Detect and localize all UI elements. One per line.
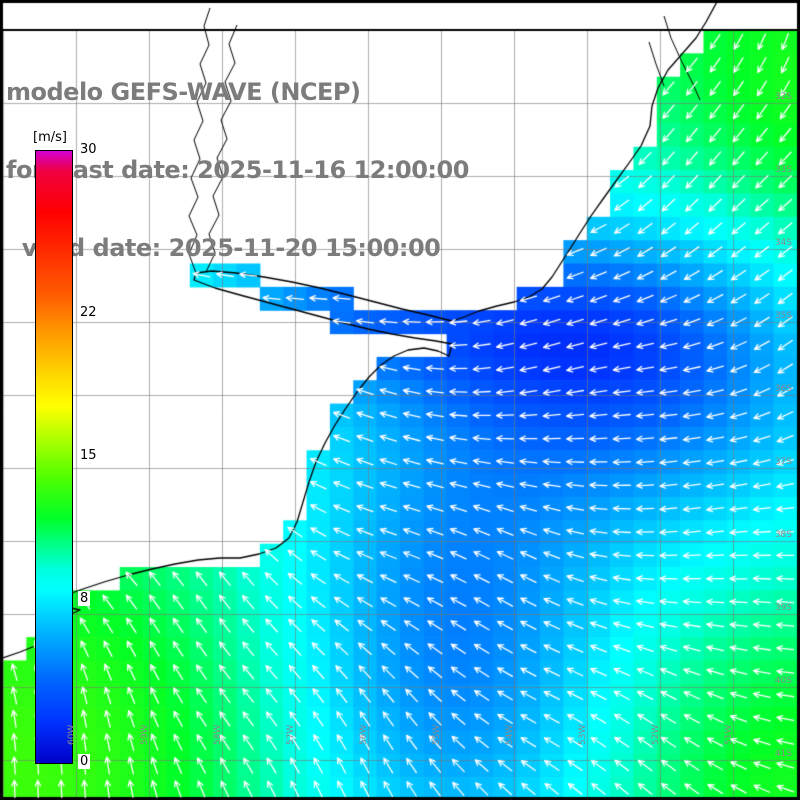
lon-tick-label: 53W (578, 724, 588, 745)
valid-date-line: valid date: 2025-11-20 15:00:00 (6, 234, 441, 262)
map-title-block: modelo GEFS-WAVE (NCEP) forecast date: 2… (6, 27, 469, 313)
lon-tick-label: 60W (67, 724, 77, 745)
colorbar-tick-label: 30 (78, 142, 99, 157)
lat-tick-label: 33S (774, 165, 792, 175)
lat-tick-label: 36S (774, 384, 792, 394)
lon-tick-label: 57W (286, 724, 296, 745)
forecast-date-line: forecast date: 2025-11-16 12:00:00 (6, 156, 469, 184)
lon-tick-label: 52W (651, 724, 661, 745)
colorbar-tick-label: 0 (78, 754, 91, 769)
lon-tick-label: 51W (724, 724, 734, 745)
lat-tick-label: 40S (774, 676, 792, 686)
lat-tick-label: 35S (774, 311, 792, 321)
colorbar-tick-label: 22 (78, 305, 99, 321)
lon-tick-label: 54W (505, 724, 515, 745)
lat-tick-label: 38S (774, 530, 792, 540)
lat-tick-label: 39S (774, 603, 792, 613)
lon-tick-label: 56W (359, 724, 369, 745)
lat-tick-label: 32S (774, 92, 792, 102)
model-title: modelo GEFS-WAVE (NCEP) (6, 78, 361, 106)
lon-tick-label: 59W (140, 724, 150, 745)
lon-tick-label: 58W (213, 724, 223, 745)
lon-tick-label: 55W (432, 724, 442, 745)
lat-tick-label: 34S (774, 238, 792, 248)
colorbar-unit-label: [m/s] (31, 130, 69, 145)
colorbar-gradient (35, 150, 73, 764)
lat-tick-label: 41S (774, 749, 792, 759)
colorbar-tick-label: 15 (78, 448, 99, 463)
colorbar-tick-label: 8 (78, 590, 91, 606)
lat-tick-label: 37S (774, 457, 792, 467)
